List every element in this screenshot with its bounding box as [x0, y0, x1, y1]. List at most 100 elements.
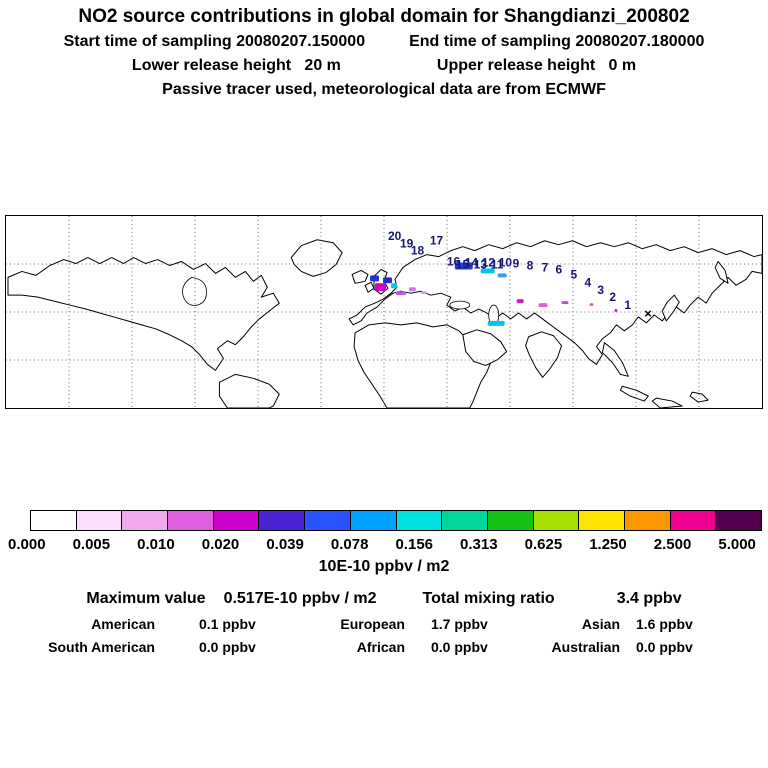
contribution-patch	[408, 287, 416, 292]
trajectory-hour-label: 20	[388, 229, 402, 243]
colorbar-tick: 0.010	[137, 536, 175, 553]
lower-release-text: Lower release height 20 m	[131, 57, 341, 74]
trajectory-hour-label: 1	[624, 298, 631, 312]
contribution-value: 1.7 ppbv	[431, 616, 488, 632]
contribution-region: African	[356, 639, 405, 655]
contribution-value: 1.6 ppbv	[636, 616, 693, 632]
trajectory-hour-label: 18	[411, 244, 425, 258]
trajectory-hour-label: 14	[465, 256, 479, 270]
arabia	[462, 329, 508, 366]
trajectory-hour-label: 12	[482, 256, 496, 270]
trajectory-hour-label: 5	[571, 267, 578, 281]
contribution-patch	[589, 303, 594, 307]
contribution-value: 0.1 ppbv	[199, 616, 256, 632]
tracer-info-text: Passive tracer used, meteorological data…	[162, 81, 606, 98]
contribution-patch	[454, 262, 473, 270]
ireland	[364, 281, 375, 293]
africa	[353, 322, 492, 408]
contribution-patch	[390, 283, 397, 289]
trajectory-hour-label: 10	[499, 256, 513, 270]
max-value-label: Maximum value	[86, 590, 206, 607]
contributions-grid: American 0.1 ppbv European 1.7 ppbv Asia…	[40, 613, 730, 659]
contribution-patch	[480, 268, 495, 274]
trajectory-hour-label: 19	[400, 237, 414, 251]
southeast-asia	[601, 342, 629, 377]
trajectory-hour-label: 6	[556, 262, 563, 276]
colorbar-ticks: 0.000 0.005 0.010 0.020 0.039 0.078 0.15…	[8, 536, 756, 553]
contribution-patch	[516, 299, 524, 304]
colorbar-cell	[167, 511, 213, 530]
colorbar-tick: 0.005	[72, 536, 111, 553]
colorbar-cell	[31, 511, 76, 530]
hudson-bay	[182, 276, 207, 306]
colorbar-tick: 2.500	[653, 536, 692, 553]
trajectory-hour-label: 16	[447, 255, 461, 269]
contribution-region: Australian	[551, 639, 620, 655]
colorbar-tick: 0.020	[201, 536, 240, 553]
receptor-marker: ×	[644, 306, 652, 321]
trajectory-hour-label: 15	[456, 257, 470, 271]
contribution-region: South American	[48, 639, 155, 655]
colorbar-cell	[669, 511, 716, 530]
colorbar-cell	[395, 511, 442, 530]
contribution-region: European	[340, 616, 405, 632]
contribution-patch	[487, 320, 505, 326]
total-mixing-ratio-label: Total mixing ratio	[422, 590, 555, 607]
colorbar-cell	[623, 511, 670, 530]
contribution-patch	[375, 283, 386, 292]
map-grid	[6, 216, 762, 408]
colorbar-tick: 0.039	[266, 536, 304, 553]
colorbar-units-label: 10E-10 ppbv / m2	[318, 558, 450, 575]
colorbar-cell	[578, 511, 624, 530]
contribution-region: American	[91, 616, 155, 632]
world-map-panel: 20 19 18 17 16 15 14 13 12 11 10 9 8 7 6 5 4 3 2 1 ×	[5, 215, 763, 409]
contribution-value: 0.0 ppbv	[199, 639, 256, 655]
colorbar-cell	[715, 511, 761, 530]
page-title: NO2 source contributions in global domai…	[78, 6, 690, 27]
colorbar-cell	[304, 511, 350, 530]
contribution-patch	[383, 277, 392, 284]
colorbar-tick: 0.078	[330, 536, 369, 553]
contribution-patch	[538, 303, 548, 308]
japan	[661, 294, 680, 322]
release-heights-line: Lower release height 20 m Upper release …	[0, 57, 768, 75]
colorbar-cell	[441, 511, 487, 530]
colorbar-cell	[121, 511, 168, 530]
colorbar-cell	[486, 511, 533, 530]
coastlines	[7, 239, 762, 408]
contribution-patches	[370, 262, 618, 326]
colorbar-cell	[75, 511, 122, 530]
colorbar-tick: 0.000	[8, 536, 46, 553]
greenland	[290, 239, 343, 277]
upper-release-text: Upper release height 0 m	[436, 57, 637, 74]
indonesia-2	[651, 397, 683, 408]
contribution-patch	[420, 291, 427, 295]
contribution-patch	[614, 309, 618, 312]
coastline-path	[7, 257, 280, 371]
india	[525, 331, 563, 378]
colorbar-tick: 0.625	[524, 536, 563, 553]
contribution-patch	[497, 273, 507, 278]
max-value: 0.517E-10 ppbv / m2	[223, 590, 377, 607]
contribution-value: 0.0 ppbv	[636, 639, 693, 655]
sampling-times-line: Start time of sampling 20080207.150000 E…	[0, 33, 768, 51]
contribution-patch	[395, 291, 406, 296]
end-time-text: End time of sampling 20080207.180000	[409, 33, 705, 50]
trajectory-hour-label: 13	[474, 257, 488, 271]
start-time-text: Start time of sampling 20080207.150000	[63, 33, 366, 50]
trajectory-hour-label: 11	[491, 257, 504, 271]
colorbar-cell	[212, 511, 259, 530]
trajectory-hour-label: 2	[609, 290, 616, 304]
trajectory-hour-label: 9	[513, 257, 520, 271]
total-mixing-ratio-value: 3.4 ppbv	[616, 590, 682, 607]
tracer-info-line: Passive tracer used, meteorological data…	[0, 81, 768, 99]
trajectory-hour-label: 3	[597, 283, 604, 297]
contribution-value: 0.0 ppbv	[431, 639, 488, 655]
kamchatka	[714, 261, 729, 284]
colorbar	[30, 510, 762, 531]
indonesia-1	[619, 385, 649, 402]
colorbar-cell	[258, 511, 305, 530]
trajectory-hour-label: 7	[542, 260, 549, 274]
